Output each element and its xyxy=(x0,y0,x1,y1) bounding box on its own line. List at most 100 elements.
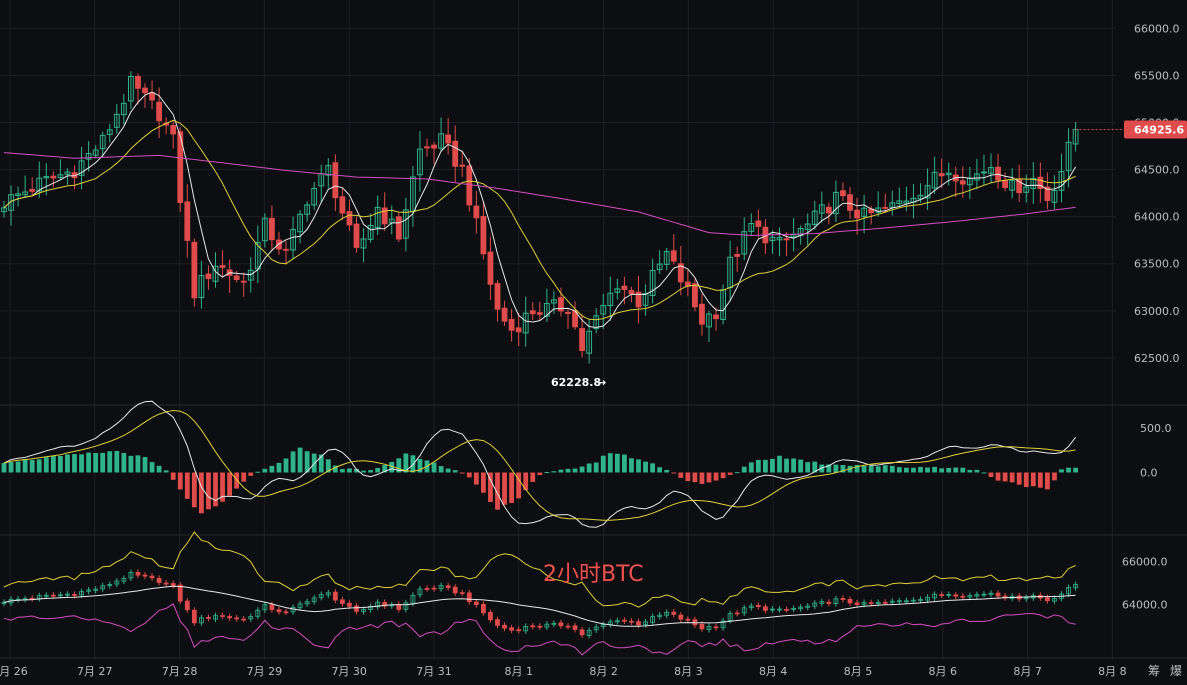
candle xyxy=(99,131,106,158)
macd-bar xyxy=(763,459,768,473)
macd-bar xyxy=(8,462,14,473)
candle xyxy=(833,180,839,223)
macd-dea-line xyxy=(3,409,1076,521)
candle-body xyxy=(501,307,508,322)
candle-body xyxy=(818,204,825,214)
candle-body xyxy=(219,265,226,268)
candle xyxy=(699,294,705,336)
mini-candle-body xyxy=(784,608,789,611)
candle-body xyxy=(494,283,501,310)
candle-body xyxy=(854,209,860,219)
mini-candle-body xyxy=(565,625,571,628)
candle xyxy=(882,193,889,214)
candle xyxy=(226,259,233,293)
mini-candle-body xyxy=(629,620,634,623)
candle-body xyxy=(487,251,494,285)
candle-body xyxy=(233,275,240,280)
macd-bar xyxy=(58,455,63,473)
x-tick-label: 8月 8 xyxy=(1098,665,1127,678)
candle xyxy=(748,213,755,236)
mini-candle-body xyxy=(643,621,648,625)
macd-bar xyxy=(861,465,867,473)
candle xyxy=(431,141,437,165)
macd-bar xyxy=(509,472,514,503)
macd-bar xyxy=(777,455,782,473)
candle xyxy=(572,301,578,330)
mini-candle-body xyxy=(163,582,169,585)
mini-candle-body xyxy=(332,591,338,601)
macd-bar xyxy=(276,462,282,473)
candle xyxy=(1016,164,1023,203)
macd-bar xyxy=(805,462,811,473)
macd-bar xyxy=(678,472,684,478)
mini-candle-body xyxy=(452,586,458,594)
mini-candle-body xyxy=(551,622,557,625)
macd-bar xyxy=(1073,467,1078,473)
macd-bar xyxy=(481,472,486,493)
candle xyxy=(776,227,783,257)
candle-body xyxy=(917,194,924,200)
candle xyxy=(621,276,628,305)
mini-candle-body xyxy=(875,601,881,604)
macd-bar xyxy=(93,453,99,473)
mini-candle-body xyxy=(967,595,973,598)
mini-candle-body xyxy=(93,588,99,591)
candle xyxy=(1037,162,1044,203)
candle-body xyxy=(50,175,57,179)
boll-upper-line xyxy=(3,531,1076,608)
x-tick-label: 8月 7 xyxy=(1013,665,1042,678)
candle xyxy=(692,279,698,312)
macd-bar xyxy=(445,468,451,473)
candle xyxy=(875,191,882,217)
candle xyxy=(543,288,550,322)
macd-bar xyxy=(734,472,740,474)
mini-candle-body xyxy=(995,592,1001,597)
mini-candle-body xyxy=(410,594,416,604)
candle-body xyxy=(614,288,621,293)
candle xyxy=(78,146,85,190)
candle-body xyxy=(621,285,628,291)
candle xyxy=(600,293,607,330)
macd-bar xyxy=(558,469,564,473)
macd-bar xyxy=(748,462,754,473)
candle-body xyxy=(367,224,374,240)
candle xyxy=(508,308,515,342)
candle xyxy=(642,284,649,316)
candle xyxy=(360,228,367,263)
mini-candle-body xyxy=(657,614,663,617)
candle xyxy=(438,117,445,152)
macd-bar xyxy=(220,472,225,502)
candle-body xyxy=(424,146,430,149)
candle xyxy=(734,246,741,272)
mini-candle-body xyxy=(558,622,564,627)
macd-bar xyxy=(368,470,373,473)
mini-candle-body xyxy=(812,602,818,607)
mini-candle-body xyxy=(227,616,233,619)
macd-bar xyxy=(417,459,423,473)
candle-body xyxy=(142,87,148,94)
candle xyxy=(135,73,141,105)
candle-body xyxy=(191,241,198,299)
candle-body xyxy=(381,207,388,225)
macd-bar xyxy=(191,472,197,508)
mini-candle-body xyxy=(375,601,381,608)
candle xyxy=(861,194,868,234)
mini-candle-body xyxy=(650,616,655,623)
macd-bar xyxy=(523,472,529,491)
candle-body xyxy=(974,173,980,181)
macd-bar xyxy=(551,471,557,473)
candle xyxy=(713,307,719,331)
mini-candle-body xyxy=(988,592,994,595)
x-tick-label: 7月 26 xyxy=(0,665,28,678)
macd-bar xyxy=(544,472,550,474)
candle-body xyxy=(473,205,480,219)
macd-bar xyxy=(156,465,162,473)
macd-bar xyxy=(593,462,599,473)
macd-dif-line xyxy=(3,400,1076,528)
mini-candle-body xyxy=(184,600,190,611)
macd-bar xyxy=(622,454,627,473)
candle xyxy=(22,175,29,199)
candle-body xyxy=(706,313,712,328)
candle-body xyxy=(734,253,741,257)
